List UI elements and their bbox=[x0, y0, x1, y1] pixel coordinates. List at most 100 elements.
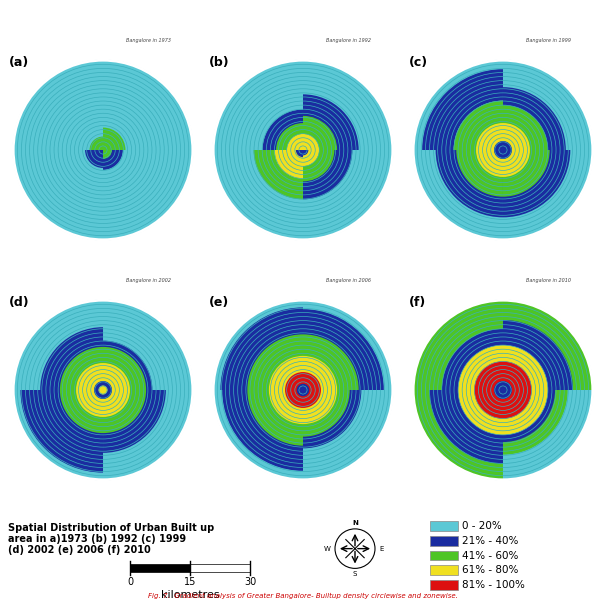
Wedge shape bbox=[90, 137, 103, 150]
Wedge shape bbox=[103, 128, 125, 150]
Bar bbox=[430, 565, 458, 575]
Wedge shape bbox=[348, 326, 393, 390]
Wedge shape bbox=[422, 69, 503, 150]
Wedge shape bbox=[303, 390, 361, 448]
Wedge shape bbox=[285, 372, 321, 408]
Wedge shape bbox=[21, 390, 103, 473]
Text: Bangalore in 1992: Bangalore in 1992 bbox=[326, 38, 371, 43]
Wedge shape bbox=[456, 150, 503, 197]
Wedge shape bbox=[503, 300, 593, 390]
Wedge shape bbox=[503, 150, 593, 240]
Wedge shape bbox=[494, 141, 512, 159]
Bar bbox=[190, 565, 250, 572]
Wedge shape bbox=[303, 390, 350, 437]
Wedge shape bbox=[103, 150, 123, 170]
Wedge shape bbox=[222, 390, 303, 471]
Text: E: E bbox=[379, 545, 384, 551]
Text: Bangalore in 2002: Bangalore in 2002 bbox=[126, 278, 171, 283]
Text: (f): (f) bbox=[408, 296, 426, 309]
Wedge shape bbox=[503, 390, 593, 480]
Wedge shape bbox=[303, 94, 359, 150]
Text: 81% - 100%: 81% - 100% bbox=[462, 580, 525, 590]
Wedge shape bbox=[503, 150, 570, 217]
Wedge shape bbox=[503, 105, 548, 150]
Wedge shape bbox=[99, 386, 107, 394]
Wedge shape bbox=[287, 134, 319, 166]
Text: 30: 30 bbox=[244, 577, 256, 587]
Wedge shape bbox=[303, 334, 359, 390]
Wedge shape bbox=[303, 390, 393, 480]
Bar bbox=[430, 551, 458, 560]
Wedge shape bbox=[413, 300, 503, 390]
Text: Fig. 7.  Gradient analysis of Greater Bangalore- Builtup density circlewise and : Fig. 7. Gradient analysis of Greater Ban… bbox=[148, 593, 458, 599]
Text: W: W bbox=[324, 545, 331, 551]
Text: 15: 15 bbox=[184, 577, 196, 587]
Text: Bangalore in 1999: Bangalore in 1999 bbox=[526, 38, 571, 43]
Text: Bangalore in 2010: Bangalore in 2010 bbox=[526, 278, 571, 283]
Wedge shape bbox=[221, 307, 303, 390]
Wedge shape bbox=[103, 139, 114, 150]
Circle shape bbox=[213, 300, 393, 480]
Wedge shape bbox=[474, 361, 531, 419]
Bar bbox=[430, 580, 458, 590]
Text: 0: 0 bbox=[127, 577, 133, 587]
Wedge shape bbox=[303, 150, 319, 166]
Bar bbox=[430, 536, 458, 545]
Text: (b): (b) bbox=[208, 56, 229, 69]
Text: S: S bbox=[353, 571, 357, 577]
Circle shape bbox=[13, 60, 193, 240]
Wedge shape bbox=[76, 363, 130, 417]
Wedge shape bbox=[13, 300, 103, 390]
Wedge shape bbox=[103, 390, 193, 480]
Wedge shape bbox=[275, 150, 303, 179]
Wedge shape bbox=[247, 334, 303, 390]
Text: Spatial Distribution of Urban Built up: Spatial Distribution of Urban Built up bbox=[8, 523, 215, 533]
Wedge shape bbox=[103, 300, 193, 390]
Text: 41% - 60%: 41% - 60% bbox=[462, 551, 518, 560]
Text: Bangalore in 2006: Bangalore in 2006 bbox=[326, 278, 371, 283]
Text: (d): (d) bbox=[8, 296, 29, 309]
Wedge shape bbox=[503, 390, 568, 455]
Wedge shape bbox=[269, 356, 337, 424]
Wedge shape bbox=[85, 150, 103, 168]
Wedge shape bbox=[296, 150, 303, 157]
Wedge shape bbox=[303, 116, 337, 150]
Wedge shape bbox=[40, 327, 103, 390]
Circle shape bbox=[413, 60, 593, 240]
Wedge shape bbox=[503, 87, 566, 150]
Wedge shape bbox=[303, 150, 335, 181]
Wedge shape bbox=[297, 384, 309, 396]
Circle shape bbox=[13, 300, 193, 480]
Circle shape bbox=[213, 60, 393, 240]
Wedge shape bbox=[458, 345, 548, 435]
Text: Bangalore in 1973: Bangalore in 1973 bbox=[126, 38, 171, 43]
Wedge shape bbox=[60, 347, 146, 433]
Wedge shape bbox=[430, 390, 503, 464]
Wedge shape bbox=[442, 329, 503, 390]
Text: (e): (e) bbox=[208, 296, 229, 309]
Wedge shape bbox=[94, 381, 112, 399]
Wedge shape bbox=[494, 381, 512, 399]
Text: N: N bbox=[352, 520, 358, 526]
Text: (a): (a) bbox=[8, 56, 29, 69]
Wedge shape bbox=[247, 390, 303, 446]
Wedge shape bbox=[303, 150, 352, 199]
Bar bbox=[430, 521, 458, 531]
Circle shape bbox=[413, 300, 593, 480]
Wedge shape bbox=[476, 123, 530, 177]
Wedge shape bbox=[413, 390, 503, 480]
Wedge shape bbox=[503, 390, 555, 442]
Wedge shape bbox=[276, 123, 303, 150]
Wedge shape bbox=[103, 390, 166, 453]
Wedge shape bbox=[503, 320, 573, 390]
Wedge shape bbox=[262, 110, 303, 150]
Wedge shape bbox=[103, 150, 112, 159]
Wedge shape bbox=[436, 150, 503, 217]
Text: kilometres: kilometres bbox=[161, 590, 219, 600]
Wedge shape bbox=[454, 101, 503, 150]
Wedge shape bbox=[503, 150, 550, 197]
Wedge shape bbox=[103, 341, 152, 390]
Text: 61% - 80%: 61% - 80% bbox=[462, 565, 518, 575]
Text: 0 - 20%: 0 - 20% bbox=[462, 521, 502, 531]
Text: (c): (c) bbox=[408, 56, 428, 69]
